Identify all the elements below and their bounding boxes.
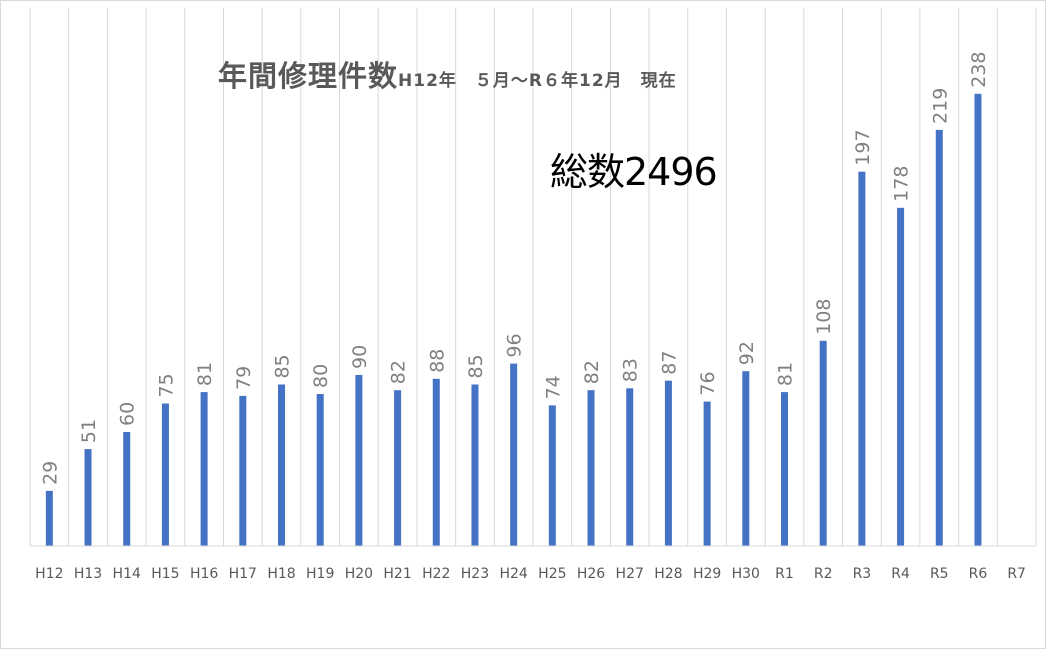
x-tick-label: R4 xyxy=(891,566,910,582)
chart-subtitle: H12年 ５月～R６年12月 現在 xyxy=(398,71,677,91)
bar-series xyxy=(45,93,982,547)
data-label: 87 xyxy=(658,351,680,375)
x-tick-label: H30 xyxy=(732,566,760,582)
x-tick-label: R5 xyxy=(930,566,949,582)
x-tick-label: H25 xyxy=(538,566,566,582)
data-label: 108 xyxy=(813,299,835,335)
bar xyxy=(974,93,982,547)
bar xyxy=(819,340,827,546)
bar xyxy=(587,390,595,546)
bar xyxy=(626,388,634,546)
data-label: 90 xyxy=(349,345,371,369)
x-tick-label: H23 xyxy=(461,566,489,582)
data-label: 81 xyxy=(194,362,216,386)
bar xyxy=(858,171,866,546)
bar xyxy=(355,375,363,546)
x-tick-label: H20 xyxy=(345,566,373,582)
x-tick-label: R1 xyxy=(775,566,794,582)
data-label: 29 xyxy=(39,461,61,485)
bar xyxy=(316,394,324,546)
data-label: 82 xyxy=(581,360,603,384)
bar xyxy=(432,378,440,546)
data-label: 76 xyxy=(697,371,719,395)
x-tick-label: H15 xyxy=(151,566,179,582)
bar xyxy=(664,380,672,546)
chart-title: 年間修理件数H12年 ５月～R６年12月 現在 xyxy=(218,56,677,101)
x-tick-label: H12 xyxy=(35,566,63,582)
bar xyxy=(161,403,169,546)
bar xyxy=(897,207,905,547)
x-tick-label: H24 xyxy=(499,566,527,582)
bar xyxy=(200,392,208,546)
bar xyxy=(935,129,943,546)
x-tick-label: H13 xyxy=(74,566,102,582)
bar xyxy=(45,490,53,546)
bar xyxy=(548,405,556,546)
x-tick-label: H19 xyxy=(306,566,334,582)
x-tick-label: H14 xyxy=(113,566,141,582)
x-tick-label: H27 xyxy=(616,566,644,582)
bar xyxy=(239,395,247,546)
data-label: 197 xyxy=(852,129,874,165)
data-label: 219 xyxy=(929,88,951,124)
data-label: 75 xyxy=(155,373,177,397)
bar xyxy=(394,390,402,546)
total-count-annotation: 総数2496 xyxy=(550,150,718,194)
chart-title-main: 年間修理件数 xyxy=(218,59,399,93)
bar xyxy=(781,392,788,546)
x-tick-label: H17 xyxy=(229,566,257,582)
data-label: 60 xyxy=(117,402,139,426)
x-tick-label: H28 xyxy=(654,566,682,582)
data-label: 238 xyxy=(968,52,990,88)
x-tick-label: R2 xyxy=(814,566,833,582)
x-tick-label: H26 xyxy=(577,566,605,582)
bar xyxy=(742,371,750,546)
bar xyxy=(703,401,711,546)
data-label: 74 xyxy=(542,375,564,399)
data-label: 96 xyxy=(504,333,526,357)
data-label: 79 xyxy=(233,366,255,390)
bar xyxy=(510,363,518,546)
data-label: 83 xyxy=(620,358,642,382)
x-tick-label: R3 xyxy=(853,566,872,582)
data-label: 85 xyxy=(272,354,294,378)
bar xyxy=(84,449,92,546)
bar xyxy=(278,384,285,546)
data-label: 88 xyxy=(426,349,448,373)
x-tick-label: H16 xyxy=(190,566,218,582)
data-label: 81 xyxy=(775,362,797,386)
data-label: 51 xyxy=(78,419,100,443)
bar xyxy=(471,384,479,546)
data-label: 80 xyxy=(310,364,332,388)
x-axis-tick-labels: H12 H13 H14 H15 H16 H17 H18 H19 H20 H21 H22 H23 H24 H… xyxy=(35,566,1026,582)
x-tick-label: R7 xyxy=(1007,566,1026,582)
x-tick-label: H29 xyxy=(693,566,721,582)
gridlines xyxy=(29,8,1037,546)
x-tick-label: H22 xyxy=(422,566,450,582)
bar xyxy=(123,432,131,546)
data-label: 92 xyxy=(736,341,758,365)
data-label: 178 xyxy=(891,166,913,202)
data-label: 82 xyxy=(388,360,410,384)
data-label: 85 xyxy=(465,354,487,378)
x-tick-label: R6 xyxy=(969,566,988,582)
x-tick-label: H18 xyxy=(267,566,295,582)
data-labels: 29 51 60 75 81 79 85 80 90 82 88 85 96 74 82 83 87 76 92 81… xyxy=(39,52,990,485)
x-tick-label: H21 xyxy=(383,566,411,582)
